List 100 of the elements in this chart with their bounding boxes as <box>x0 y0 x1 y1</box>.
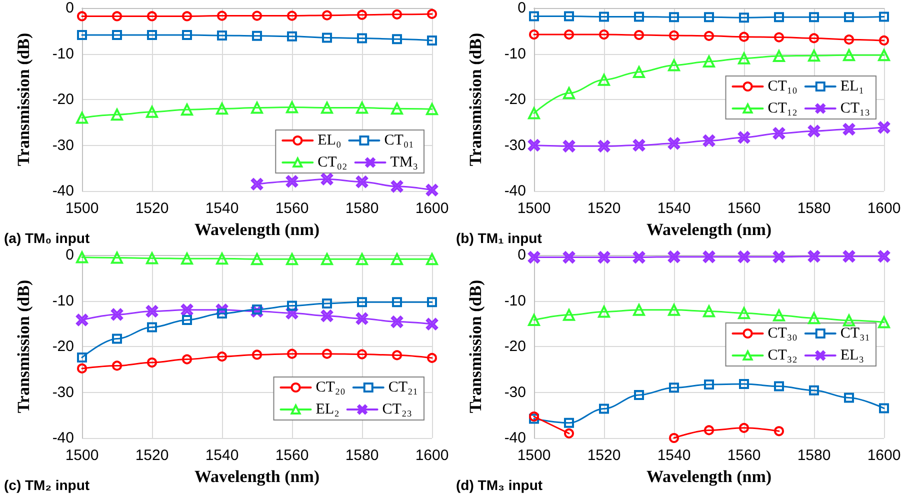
y-tick-label: -30 <box>52 136 74 154</box>
y-tick-label: -30 <box>52 384 74 401</box>
point <box>773 250 785 263</box>
point <box>564 428 574 438</box>
point <box>739 32 749 42</box>
point <box>391 316 403 328</box>
point <box>634 30 644 40</box>
point <box>322 298 332 308</box>
x-tick-label: 1520 <box>135 200 169 217</box>
point <box>878 121 890 134</box>
point <box>599 12 609 22</box>
point <box>251 178 263 190</box>
point <box>356 176 368 188</box>
point <box>528 139 540 152</box>
text: (d) TM₃ input <box>456 477 543 493</box>
point <box>633 66 645 78</box>
x-tick-label: 1520 <box>587 447 621 464</box>
point <box>146 106 158 118</box>
x-tick-label: 1560 <box>727 200 761 217</box>
x-tick-label: 1600 <box>415 447 449 464</box>
point <box>112 360 122 371</box>
x-tick-label: 1500 <box>65 200 99 217</box>
text: (a) TM₀ input <box>4 230 90 246</box>
point <box>668 304 680 316</box>
point <box>181 104 193 116</box>
point <box>739 422 749 433</box>
y-tick-label: 0 <box>66 246 74 264</box>
y-tick-label: -30 <box>504 384 526 401</box>
point <box>738 250 750 263</box>
point <box>809 12 819 22</box>
point <box>76 314 88 326</box>
point <box>844 12 854 22</box>
legend-label: CT₂₁ <box>388 380 418 396</box>
point <box>878 49 890 62</box>
point <box>356 102 368 114</box>
point <box>356 253 368 266</box>
point <box>391 180 403 192</box>
legend-label: CT₁₃ <box>840 100 870 116</box>
point <box>879 35 889 46</box>
point <box>357 297 367 308</box>
y-tick-label: -40 <box>52 430 74 446</box>
point <box>287 31 297 42</box>
point <box>426 184 438 196</box>
y-tick-label: 0 <box>66 0 74 16</box>
point <box>216 102 228 115</box>
point <box>878 316 890 328</box>
y-tick-label: -40 <box>504 182 526 200</box>
point <box>251 253 263 266</box>
legend-label: CT₀₁ <box>384 132 414 148</box>
point <box>182 11 192 22</box>
x-tick-label: 1540 <box>205 200 239 217</box>
point <box>669 382 679 393</box>
point <box>357 349 367 360</box>
point <box>843 123 855 136</box>
point <box>703 305 715 318</box>
point <box>879 12 889 22</box>
text: (c) TM₂ input <box>4 477 90 493</box>
x-tick-label: 1520 <box>135 447 169 464</box>
point <box>703 56 715 68</box>
y-axis-title: Transmission (dB) <box>466 280 485 414</box>
point <box>427 297 437 308</box>
point <box>704 379 714 390</box>
x-tick-label: 1560 <box>275 200 309 217</box>
point <box>598 74 610 86</box>
point <box>427 35 437 46</box>
point <box>669 12 679 22</box>
point <box>564 30 574 40</box>
point <box>147 11 157 22</box>
legend-label: EL₂ <box>316 402 340 418</box>
legend-label: CT₂₀ <box>316 380 346 396</box>
y-axis-title: Transmission (dB) <box>14 280 33 414</box>
y-axis-title: Transmission (dB) <box>466 32 485 166</box>
point <box>598 140 610 152</box>
point <box>563 251 575 264</box>
x-tick-label: 1600 <box>867 200 901 217</box>
point <box>252 350 262 360</box>
point <box>843 49 855 62</box>
point <box>252 30 262 41</box>
text: (b) TM₁ input <box>456 230 542 246</box>
point <box>426 103 438 116</box>
point <box>182 30 192 40</box>
point <box>321 253 333 266</box>
point <box>773 50 785 62</box>
y-axis-title: Transmission (dB) <box>14 32 33 166</box>
point <box>878 250 890 262</box>
x-tick-label: 1580 <box>345 200 379 217</box>
y-tick-label: 0 <box>518 0 526 16</box>
point <box>146 252 158 264</box>
point <box>392 34 402 44</box>
point <box>392 297 402 308</box>
point <box>252 304 262 314</box>
point <box>112 30 122 40</box>
point <box>77 352 87 362</box>
point <box>738 52 750 64</box>
x-tick-label: 1600 <box>867 447 901 464</box>
x-tick-label: 1500 <box>517 200 551 217</box>
point <box>738 131 750 144</box>
point <box>286 101 298 114</box>
point <box>633 251 645 264</box>
legend-label: EL₀ <box>318 132 342 148</box>
